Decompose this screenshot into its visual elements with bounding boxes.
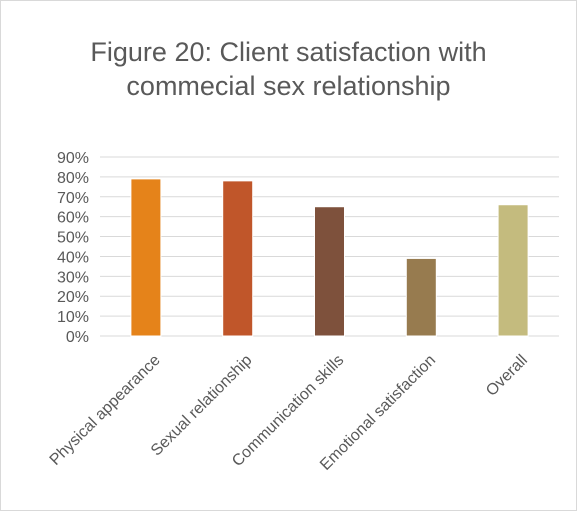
chart-title-line-1: Figure 20: Client satisfaction with [90,37,487,67]
y-tick-label: 70% [57,190,89,207]
x-category-label: Physical appearance [47,352,164,469]
y-tick-label: 20% [57,289,89,306]
y-tick-label: 10% [57,309,89,326]
x-category-label: Sexual relationship [148,352,256,460]
y-tick-label: 60% [57,210,89,227]
y-axis-tick-labels: 0% 10% 20% 30% 40% 50% 60% 70% 80% 90% [57,150,89,346]
y-tick-label: 30% [57,269,89,286]
chart-title: Figure 20: Client satisfaction with comm… [1,35,576,103]
chart-title-line-2: commecial sex relationship [126,71,451,101]
bar [222,180,254,337]
y-tick-label: 50% [57,230,89,247]
x-category-label: Overall [483,352,531,400]
bar [314,206,345,337]
y-tick-label: 90% [57,150,89,167]
bar [497,204,529,337]
bar [130,178,162,337]
y-tick-label: 0% [66,329,89,346]
y-tick-label: 80% [57,170,89,187]
y-tick-label: 40% [57,249,89,266]
bar [405,257,437,337]
bars [130,178,529,337]
